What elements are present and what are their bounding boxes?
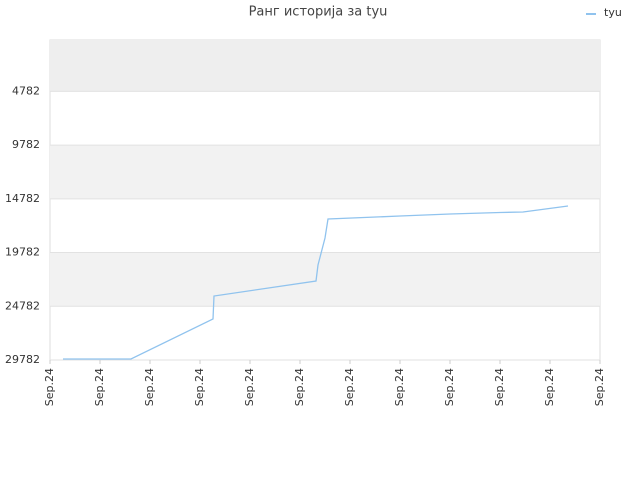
x-tick-label: Sep.24 <box>293 368 306 406</box>
legend-label: tyu <box>604 6 622 19</box>
x-tick-label: Sep.24 <box>593 368 606 406</box>
x-tick-label: Sep.24 <box>443 368 456 406</box>
y-tick-label: 29782 <box>5 353 40 366</box>
line <box>63 205 569 360</box>
x-tick-label: Sep.24 <box>343 368 356 406</box>
x-tick-label: Sep.24 <box>43 368 56 406</box>
x-tick-label: Sep.24 <box>393 368 406 406</box>
bands <box>50 40 600 307</box>
y-tick-label: 14782 <box>5 192 40 205</box>
x-tick-label: Sep.24 <box>543 368 556 406</box>
x-tick-label: Sep.24 <box>93 368 106 406</box>
y-tick-label: 9782 <box>12 138 40 151</box>
x-tick-label: Sep.24 <box>493 368 506 406</box>
y-tick-label: 19782 <box>5 246 40 259</box>
band <box>50 145 600 199</box>
band <box>50 40 600 92</box>
chart-title: Ранг историја за tyu <box>249 5 388 20</box>
x-tick-label: Sep.24 <box>243 368 256 406</box>
x-tick-label: Sep.24 <box>143 368 156 406</box>
x-tick-label: Sep.24 <box>193 368 206 406</box>
y-tick-label: 4782 <box>12 84 40 97</box>
y-tick-label: 24782 <box>5 299 40 312</box>
band <box>50 252 600 307</box>
